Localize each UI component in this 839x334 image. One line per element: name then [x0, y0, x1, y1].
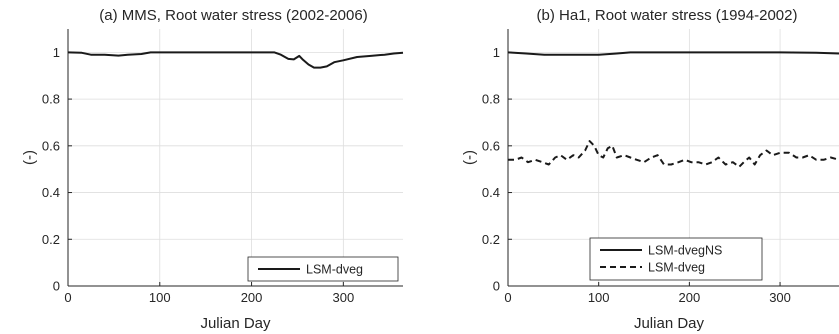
y-tick-label: 0 [53, 279, 60, 294]
x-tick-label: 300 [769, 290, 791, 305]
y-axis-label: (-) [21, 150, 38, 165]
x-tick-label: 200 [241, 290, 263, 305]
chart-title: (b) Ha1, Root water stress (1994-2002) [537, 7, 798, 24]
panel-a: 0 100 200 300 0 0.2 0.4 0.6 0.8 1 (a) MMS, Root wa… [21, 7, 404, 332]
y-tick-label: 0.8 [482, 92, 500, 107]
x-tick-label: 0 [64, 290, 71, 305]
legend-label: LSM-dveg [648, 261, 705, 275]
x-tick-label: 100 [149, 290, 171, 305]
series-line-lsm-dveg [508, 140, 839, 168]
x-tick-label: 300 [332, 290, 354, 305]
legend-label: LSM-dvegNS [648, 244, 722, 258]
y-tick-label: 0.2 [482, 232, 500, 247]
x-axis-label: Julian Day [634, 315, 705, 332]
y-tick-label: 0.6 [42, 138, 60, 153]
y-tick-label: 1 [53, 45, 60, 60]
x-tick-label: 200 [679, 290, 701, 305]
y-axis-label: (-) [461, 150, 478, 165]
y-tick-label: 0.2 [42, 232, 60, 247]
y-tick-label: 0.4 [482, 185, 500, 200]
panel-b: 0 100 200 300 0 0.2 0.4 0.6 0.8 1 (b) Ha1, Root wa… [461, 7, 839, 332]
x-tick-label: 0 [504, 290, 511, 305]
chart-title: (a) MMS, Root water stress (2002-2006) [99, 7, 367, 24]
y-tick-label: 0.8 [42, 92, 60, 107]
y-tick-label: 0.6 [482, 138, 500, 153]
x-tick-label: 100 [588, 290, 610, 305]
series-line-lsm-dveg [67, 51, 404, 69]
y-tick-label: 1 [493, 45, 500, 60]
x-axis-label: Julian Day [200, 315, 271, 332]
y-tick-label: 0 [493, 279, 500, 294]
plot-area-a [68, 29, 403, 286]
y-tick-label: 0.4 [42, 185, 60, 200]
legend-box [589, 237, 763, 281]
series-line-lsm-dvegns [507, 51, 839, 56]
legend-label: LSM-dveg [306, 263, 363, 277]
